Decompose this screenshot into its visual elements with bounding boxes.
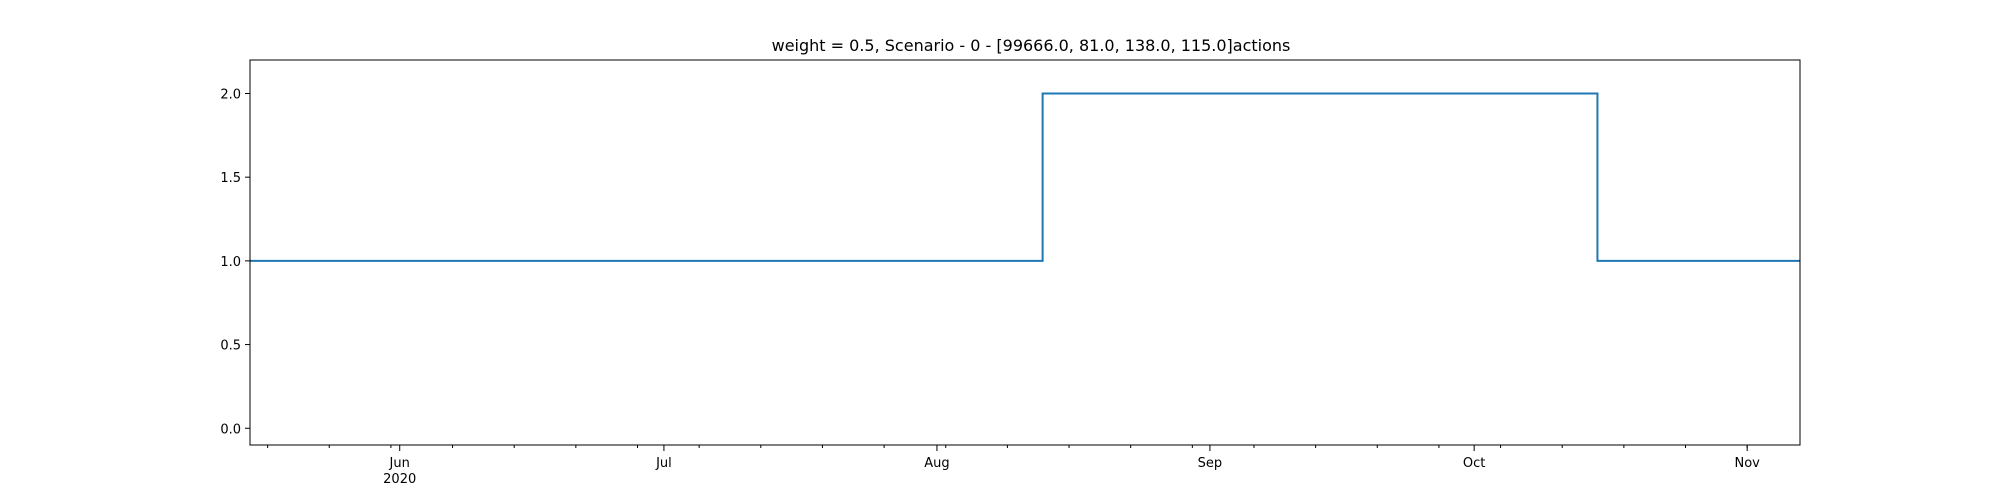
- x-tick-label: Jul: [655, 456, 672, 471]
- series-line: [250, 92, 1800, 262]
- y-tick-label: 2.0: [220, 87, 241, 102]
- plot-frame: [249, 59, 1801, 446]
- x-tick-label: Sep: [1198, 456, 1223, 471]
- y-tick-label: 0.0: [220, 422, 241, 437]
- y-tick-label: 1.5: [220, 171, 241, 186]
- series-layer: [250, 92, 1800, 262]
- x-tick-label: Aug: [924, 456, 949, 471]
- x-tick-label: Jun: [389, 456, 410, 471]
- x-tick-label: Nov: [1734, 456, 1760, 471]
- x-tick-sublabel: 2020: [383, 472, 416, 487]
- chart-title: weight = 0.5, Scenario - 0 - [99666.0, 8…: [772, 36, 1291, 55]
- y-axis: 0.0 0.5 1.0 1.5 2.0: [220, 87, 250, 437]
- y-tick-label: 1.0: [220, 255, 241, 270]
- y-tick-label: 0.5: [220, 339, 241, 354]
- x-tick-label: Oct: [1463, 456, 1485, 471]
